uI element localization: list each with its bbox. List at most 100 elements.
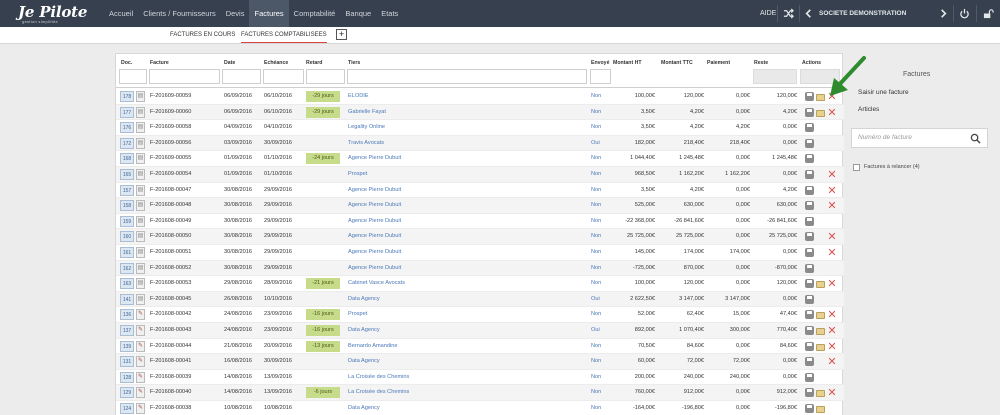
sidebar-link-articles[interactable]: Articles <box>858 106 880 113</box>
cell-envoye[interactable]: Non <box>591 155 602 162</box>
cell-facture[interactable]: F-201608-00044 <box>150 342 192 349</box>
print-icon[interactable] <box>805 154 814 164</box>
cell-envoye[interactable]: Non <box>591 202 602 209</box>
cell-envoye[interactable]: Non <box>591 405 602 411</box>
cell-tiers[interactable]: Travis Avocats <box>348 139 385 146</box>
shuffle-icon[interactable] <box>783 8 794 19</box>
cell-tiers[interactable]: Agence Pierre Dubuit <box>348 217 402 224</box>
filter-reste[interactable] <box>753 69 797 84</box>
col-montant-ht[interactable]: Montant HT <box>613 60 642 66</box>
cell-envoye[interactable]: Non <box>591 217 602 224</box>
cell-envoye[interactable]: Non <box>591 124 602 131</box>
cell-tiers[interactable]: Data Agency <box>348 327 380 333</box>
doc-number-badge[interactable]: 129 <box>120 387 134 399</box>
print-icon[interactable] <box>805 123 814 133</box>
doc-number-badge[interactable]: 176 <box>120 122 134 134</box>
delete-icon[interactable]: ✕ <box>827 356 837 369</box>
cell-tiers[interactable]: Data Agency <box>348 405 380 411</box>
cell-facture[interactable]: F-201608-00040 <box>150 389 192 396</box>
table-row[interactable]: 139 ✎ F-201608-00044 21/08/2016 20/09/2016 -1… <box>116 339 844 355</box>
cell-envoye[interactable]: Oui <box>591 327 600 333</box>
document-icon[interactable]: ▤ <box>136 169 145 180</box>
doc-number-badge[interactable]: 168 <box>120 153 134 165</box>
search-input[interactable]: Numéro de facture <box>858 134 912 141</box>
filter-envoye[interactable] <box>590 69 611 84</box>
cell-tiers[interactable]: Agence Pierre Dubuit <box>348 186 402 193</box>
table-row[interactable]: 157 ▤ F-201608-00047 30/08/2016 29/09/2016 Ag… <box>116 183 844 199</box>
filter-tiers[interactable] <box>347 69 587 84</box>
tab-factures-en-cours[interactable]: FACTURES EN COURS <box>170 32 236 38</box>
delete-icon[interactable]: ✕ <box>827 309 837 322</box>
cell-envoye[interactable]: Non <box>591 93 602 99</box>
delete-icon[interactable]: ✕ <box>827 231 837 244</box>
print-icon[interactable] <box>805 248 814 257</box>
table-row[interactable]: 158 ▤ F-201608-00048 30/08/2016 29/09/2016 Ag… <box>116 198 844 214</box>
document-icon[interactable]: ▤ <box>136 137 145 149</box>
cell-tiers[interactable]: Prospet <box>348 171 368 177</box>
lock-icon[interactable] <box>983 8 994 19</box>
cell-envoye[interactable]: Non <box>591 389 602 396</box>
table-row[interactable]: 162 ▤ F-201608-00052 30/08/2016 29/09/2016 Ag… <box>116 260 844 277</box>
delete-icon[interactable]: ✕ <box>827 200 837 213</box>
cell-facture[interactable]: F-201608-00038 <box>150 405 192 411</box>
col-echeance[interactable]: Echéance <box>264 60 289 66</box>
table-row[interactable]: 165 ▤ F-201609-00054 01/09/2016 01/10/2016 Pr… <box>116 167 844 183</box>
delete-icon[interactable]: ✕ <box>827 106 837 119</box>
cell-envoye[interactable]: Non <box>591 249 602 255</box>
document-icon[interactable]: ▤ <box>136 247 145 258</box>
pen-icon[interactable]: ✎ <box>136 403 145 414</box>
doc-number-badge[interactable]: 141 <box>120 293 134 305</box>
delete-icon[interactable]: ✕ <box>827 184 837 197</box>
cell-tiers[interactable]: Bernardo Amandine <box>348 342 398 349</box>
doc-number-badge[interactable]: 158 <box>120 200 134 212</box>
document-icon[interactable]: ▤ <box>136 278 145 290</box>
document-icon[interactable]: ▤ <box>136 106 145 118</box>
payment-icon[interactable] <box>816 328 825 335</box>
cell-tiers[interactable]: La Croisée des Chemins <box>348 389 410 396</box>
invoice-search-field[interactable]: Numéro de facture <box>851 128 988 148</box>
print-icon[interactable] <box>805 138 814 148</box>
print-icon[interactable] <box>805 326 814 335</box>
filter-doc[interactable] <box>119 69 147 84</box>
menu-item-devis[interactable]: Devis <box>225 9 245 18</box>
table-row[interactable]: 124 ✎ F-201608-00038 10/08/2016 10/08/2016 Da… <box>116 401 844 415</box>
logo[interactable]: Je Pilote gestion simplifiée <box>18 3 87 25</box>
doc-number-badge[interactable]: 172 <box>120 137 134 149</box>
col-reste[interactable]: Reste <box>754 60 769 66</box>
doc-number-badge[interactable]: 160 <box>120 231 134 243</box>
table-row[interactable]: 177 ▤ F-201609-00060 06/09/2016 06/10/2016 -2… <box>116 104 844 121</box>
print-icon[interactable] <box>805 92 814 101</box>
filter-facture[interactable] <box>149 69 220 84</box>
payment-icon[interactable] <box>816 343 825 351</box>
delete-icon[interactable]: ✕ <box>827 340 837 353</box>
col-montant-ttc[interactable]: Montant TTC <box>661 60 693 66</box>
cell-tiers[interactable]: Gabrielle Fayat <box>348 108 386 115</box>
print-icon[interactable] <box>805 263 814 273</box>
col-envoye[interactable]: Envoyé <box>591 60 610 66</box>
cell-envoye[interactable]: Non <box>591 358 602 365</box>
menu-item-banque[interactable]: Banque <box>345 9 372 18</box>
menu-item-factures[interactable]: Factures <box>249 0 289 27</box>
print-icon[interactable] <box>805 185 814 195</box>
cell-envoye[interactable]: Oui <box>591 295 600 302</box>
doc-number-badge[interactable]: 157 <box>120 184 134 196</box>
print-icon[interactable] <box>805 388 814 398</box>
cell-facture[interactable]: F-201608-00041 <box>150 358 192 365</box>
delete-icon[interactable]: ✕ <box>827 325 837 337</box>
pen-icon[interactable]: ✎ <box>136 340 145 352</box>
table-row[interactable]: 131 ✎ F-201608-00041 16/08/2016 30/09/2016 Da… <box>116 354 844 370</box>
cell-envoye[interactable]: Non <box>591 264 602 271</box>
pen-icon[interactable]: ✎ <box>136 356 145 368</box>
document-icon[interactable]: ▤ <box>136 200 145 212</box>
filter-date[interactable] <box>222 69 261 84</box>
table-row[interactable]: 141 ▤ F-201608-00045 26/08/2016 10/10/2016 Da… <box>116 291 844 308</box>
search-icon[interactable] <box>970 133 981 144</box>
cell-tiers[interactable]: Data Agency <box>348 358 380 365</box>
cell-tiers[interactable]: La Croisée des Chemins <box>348 373 410 380</box>
payment-icon[interactable] <box>816 281 825 289</box>
print-icon[interactable] <box>805 294 814 304</box>
print-icon[interactable] <box>805 341 814 351</box>
delete-icon[interactable]: ✕ <box>827 247 837 259</box>
pen-icon[interactable]: ✎ <box>136 371 145 383</box>
sidebar-link-saisir-facture[interactable]: Saisir une facture <box>858 89 909 96</box>
